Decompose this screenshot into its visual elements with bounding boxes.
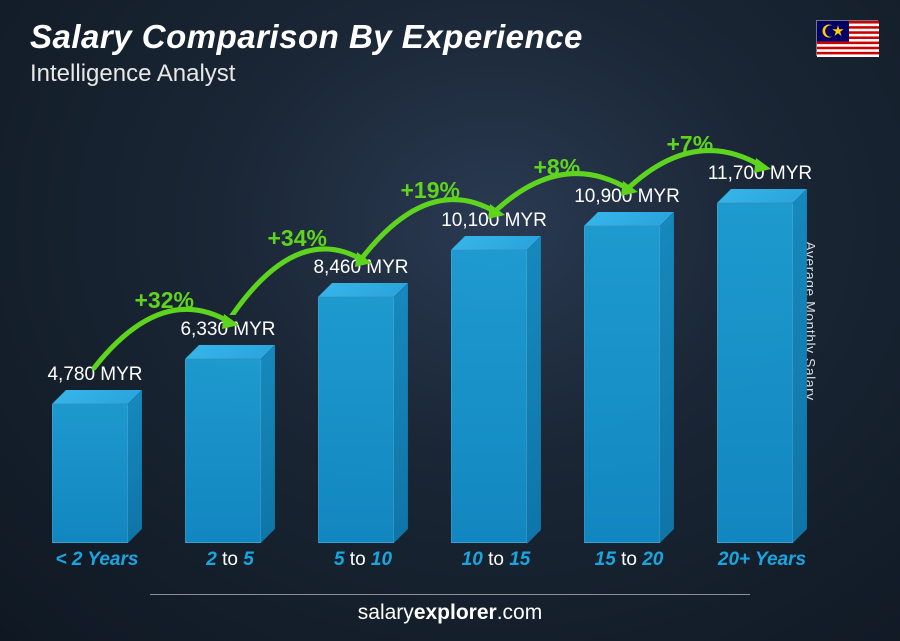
footer-bold: explorer bbox=[414, 601, 497, 624]
bar-front bbox=[52, 404, 128, 543]
bar-x-label: 2 to 5 bbox=[165, 549, 295, 571]
bar-side-face bbox=[793, 189, 807, 543]
bar-x-label: 5 to 10 bbox=[298, 549, 428, 571]
growth-label: +7% bbox=[667, 131, 714, 158]
bar-front bbox=[451, 250, 527, 544]
bar-side-face bbox=[261, 345, 275, 543]
growth-label: +34% bbox=[268, 225, 327, 252]
bar-x-label: 10 to 15 bbox=[431, 549, 561, 571]
footer-post: .com bbox=[497, 601, 543, 624]
bar-front bbox=[717, 203, 793, 543]
bar-value-label: 11,700 MYR bbox=[695, 163, 825, 185]
bar-front bbox=[318, 297, 394, 543]
chart-title: Salary Comparison By Experience bbox=[30, 18, 583, 56]
bar-side-face bbox=[527, 236, 541, 544]
footer-divider bbox=[150, 594, 750, 595]
bar-top-face bbox=[451, 236, 541, 250]
footer-attribution: salaryexplorer.com bbox=[0, 601, 900, 625]
bar-x-label: 15 to 20 bbox=[564, 549, 694, 571]
bar-x-label: < 2 Years bbox=[32, 549, 162, 571]
bar-front bbox=[185, 359, 261, 543]
bar-side-face bbox=[128, 390, 142, 543]
bar-x-label: 20+ Years bbox=[697, 549, 827, 571]
chart-subtitle: Intelligence Analyst bbox=[30, 60, 583, 88]
growth-label: +19% bbox=[401, 177, 460, 204]
bar-value-label: 4,780 MYR bbox=[30, 364, 160, 386]
bar-value-label: 10,100 MYR bbox=[429, 210, 559, 232]
bar-value-label: 8,460 MYR bbox=[296, 257, 426, 279]
bar-value-label: 10,900 MYR bbox=[562, 186, 692, 208]
bar-side-face bbox=[394, 283, 408, 543]
footer-pre: salary bbox=[358, 601, 414, 624]
growth-label: +32% bbox=[135, 287, 194, 314]
bar-chart: 4,780 MYR< 2 Years6,330 MYR2 to 5+32%8,4… bbox=[40, 101, 840, 571]
bar-side-face bbox=[660, 212, 674, 543]
country-flag-malaysia bbox=[816, 20, 878, 56]
chart-header: Salary Comparison By Experience Intellig… bbox=[30, 18, 583, 88]
growth-label: +8% bbox=[534, 154, 581, 181]
bar-value-label: 6,330 MYR bbox=[163, 319, 293, 341]
bar-front bbox=[584, 226, 660, 543]
